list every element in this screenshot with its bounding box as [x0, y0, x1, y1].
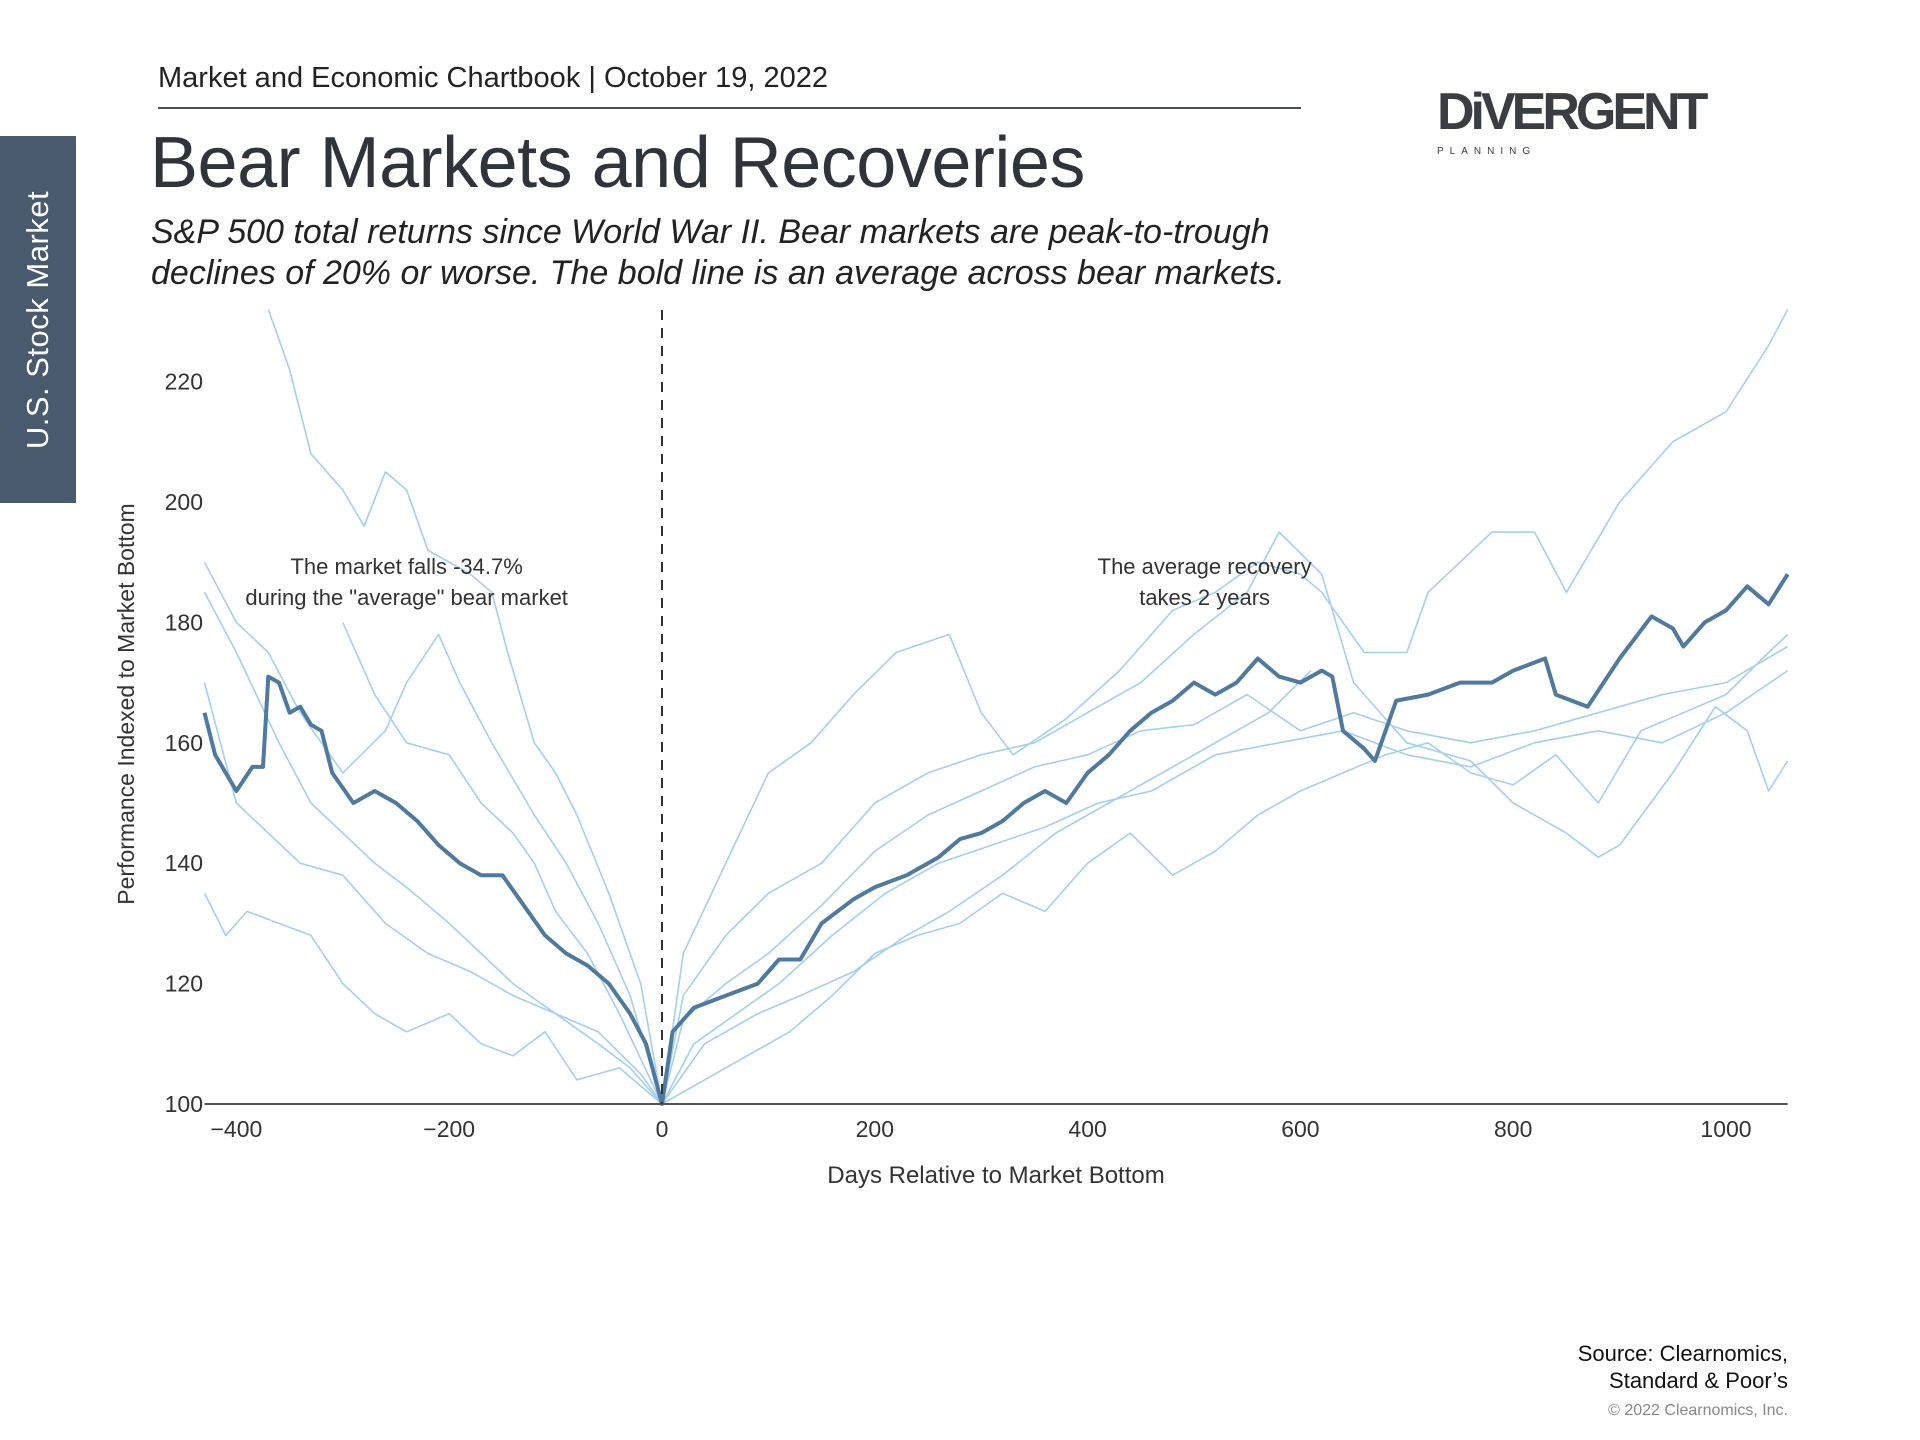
page-title: Bear Markets and Recoveries	[150, 123, 1085, 203]
divergent-logo: DiVERGENT PLANNING	[1437, 84, 1737, 164]
y-tick-label: 100	[165, 1091, 203, 1117]
y-tick-label: 220	[165, 369, 203, 395]
logo-subtext: PLANNING	[1437, 146, 1537, 157]
bear-market-line-2	[203, 531, 1789, 1105]
annotation-text: The average recovery	[1098, 554, 1312, 579]
x-tick-label: 1000	[1700, 1116, 1751, 1142]
average-line	[202, 573, 1790, 1106]
annotation-text: takes 2 years	[1139, 585, 1270, 610]
bear-market-line-5	[203, 591, 1789, 1105]
y-tick-label: 160	[165, 730, 203, 756]
bear-market-line-1	[267, 309, 1789, 1105]
y-tick-label: 200	[165, 489, 203, 515]
copyright: © 2022 Clearnomics, Inc.	[1608, 1402, 1788, 1419]
y-tick-label: 120	[165, 971, 203, 997]
axes: −400 −200 0 200 400 600 800 1000 100 120 140 160 180…	[165, 310, 1788, 1142]
logo-wordmark: DiVERGENT	[1437, 83, 1708, 141]
x-tick-label: −400	[210, 1116, 262, 1142]
individual-series-group	[203, 309, 1789, 1105]
subtitle-line: S&P 500 total returns since World War II…	[151, 213, 1270, 251]
source-line: Standard & Poor’s	[1609, 1368, 1788, 1393]
x-tick-label: 800	[1494, 1116, 1532, 1142]
x-tick-label: −200	[423, 1116, 475, 1142]
bear-market-line-4	[203, 669, 1789, 1105]
section-tab: U.S. Stock Market	[0, 136, 76, 503]
y-tick-label: 180	[165, 609, 203, 635]
average-series-group	[202, 573, 1790, 1106]
x-tick-label: 0	[656, 1116, 669, 1142]
subtitle-line: declines of 20% or worse. The bold line …	[151, 254, 1285, 292]
source-line: Source: Clearnomics,	[1577, 1341, 1788, 1366]
x-tick-label: 400	[1068, 1116, 1106, 1142]
header-divider	[158, 107, 1301, 109]
bear-market-line-3	[203, 633, 1789, 1105]
annotation-text: during the "average" bear market	[245, 585, 568, 610]
page-subtitle: S&P 500 total returns since World War II…	[151, 212, 1411, 294]
x-tick-label: 600	[1281, 1116, 1319, 1142]
annotations: The market falls -34.7% during the "avera…	[245, 554, 1311, 610]
x-axis-label: Days Relative to Market Bottom	[827, 1162, 1164, 1189]
bear-market-line-6	[342, 622, 1312, 1105]
x-tick-label: 200	[856, 1116, 894, 1142]
y-tick-label: 140	[165, 850, 203, 876]
chartbook-header: Market and Economic Chartbook | October …	[158, 62, 829, 94]
y-axis-label: Performance Indexed to Market Bottom	[113, 503, 139, 904]
source-note: Source: Clearnomics, Standard & Poor’s	[1578, 1340, 1788, 1394]
annotation-text: The market falls -34.7%	[290, 554, 522, 579]
